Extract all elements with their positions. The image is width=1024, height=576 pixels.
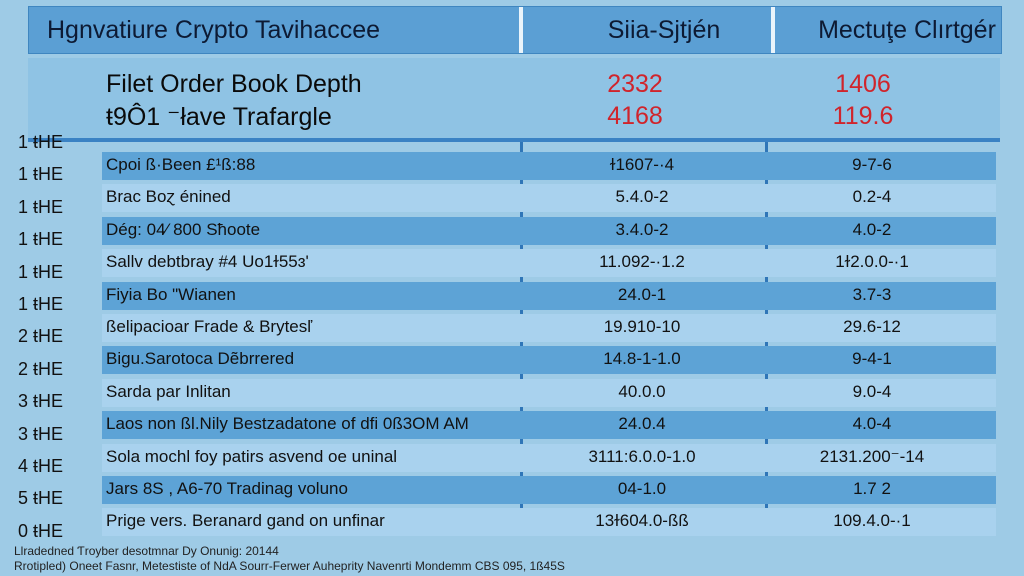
row-value-1: 5.4.0-2 (615, 187, 669, 207)
table-row[interactable]: Fiyia Bo "Wianen 24.0-1 3.7-3 (102, 281, 996, 310)
table-row[interactable]: Prige vers. Beranard gand on unfinar 13ɫ6… (102, 508, 996, 537)
summary-value: 119.6 (832, 102, 894, 130)
row-value-1: 11.092-·1.2 (599, 252, 685, 272)
column-header-1[interactable]: Siia-Sjtjén (607, 16, 721, 44)
summary-section: Filet Order Book Depth ŧ9Ô1 ⁻łave Trafar… (28, 58, 1000, 138)
row-value-1: 13ɫ604.0-ßß (595, 511, 689, 531)
table-row[interactable]: Jars 8S , A6-70 Tradinag voluno 04-1.0 1.7… (102, 476, 996, 504)
table-header: Hgnvatiure Crypto Tavihaccee Siia-Sjtjén… (28, 6, 1002, 54)
header-divider (771, 7, 775, 53)
row-value-1: 24.0.4 (618, 414, 666, 434)
header-divider (519, 7, 523, 53)
row-label: 0 ŧHE (18, 520, 64, 541)
row-label: 3 ŧHE (18, 423, 64, 444)
summary-line-1: Filet Order Book Depth (106, 70, 362, 98)
row-name: Sallv debtbray #4 Uo1ɫ55ɜ' (106, 252, 309, 272)
row-name: Laos non ßl.Nily Bestzadatone of dfi 0ß3… (106, 414, 469, 434)
row-value-2: 9-7-6 (852, 155, 892, 174)
table-row[interactable]: Brac Boɀ énined 5.4.0-2 0.2-4 (102, 184, 996, 213)
row-value-1: 3.4.0-2 (615, 219, 669, 239)
row-value-2: 0.2-4 (852, 187, 892, 207)
row-value-2: 29.6-12 (843, 317, 901, 336)
row-name: Sola mochl foy patirs asvend oe uninal (106, 446, 398, 466)
row-name: Bigu.Sarotoca Dẽbrrered (106, 349, 295, 369)
table-row[interactable]: Bigu.Sarotoca Dẽbrrered 14.8-1-1.0 9-4-1 (102, 346, 996, 375)
table-row[interactable]: Cpoi ß·Been £¹ß:88 ɫ1607-·4 9-7-6 (102, 152, 996, 180)
table-row[interactable]: Sarda par Inlitan 40.0.0 9.0-4 (102, 378, 996, 407)
row-value-2: 9.0-4 (852, 381, 892, 401)
row-value-2: 109.4.0-·1 (833, 511, 911, 531)
row-label: 1 ŧHE (18, 261, 64, 282)
row-value-2: 9-4-1 (852, 349, 892, 369)
footer-note: Llradedned Ƭroyber desotmnar Dy Onunig: … (14, 544, 279, 558)
row-value-2: 3.7-3 (852, 284, 892, 304)
row-value-2: 2131.200⁻-14 (819, 446, 925, 466)
row-name: Jars 8S , A6-70 Tradinag voluno (106, 479, 348, 498)
row-name: Cpoi ß·Been £¹ß:88 (106, 155, 256, 174)
row-value-1: ɫ1607-·4 (609, 155, 675, 174)
row-label: 5 ŧHE (18, 488, 64, 509)
row-label: 3 ŧHE (18, 391, 64, 412)
row-name: Prige vers. Beranard gand on unfinar (106, 511, 385, 531)
row-value-2: 1ɫ2.0.0-·1 (835, 252, 909, 272)
row-value-1: 3111:6.0.0-1.0 (588, 446, 696, 466)
row-label: 1 ŧHE (18, 164, 64, 185)
row-value-2: 4.0-4 (852, 414, 892, 434)
row-value-2: 4.0-2 (852, 219, 892, 239)
row-label: 1 ŧHE (18, 196, 64, 217)
table-row[interactable]: ßelipacioar Frade & Brytesľ 19.910-10 29.6… (102, 314, 996, 342)
footer-note: Rrotipled) Oneet Fasnr, Metestiste of Nd… (14, 559, 565, 573)
summary-value: 2332 (607, 70, 663, 98)
row-label: 2 ŧHE (18, 326, 64, 347)
row-name: Fiyia Bo "Wianen (106, 284, 236, 304)
section-divider (28, 138, 1000, 142)
row-name: Dég: 04⁄ 800 Sħoote (106, 219, 261, 239)
summary-line-2: ŧ9Ô1 ⁻łave Trafargle (106, 103, 332, 131)
row-label: 1 ŧHE (18, 132, 64, 152)
column-header-2[interactable]: Mectuţe Clırtgér (818, 16, 996, 44)
summary-value: 4168 (607, 102, 663, 130)
table-row[interactable]: Laos non ßl.Nily Bestzadatone of dfi 0ß3… (102, 411, 996, 440)
page-title: Hgnvatiure Crypto Tavihaccee (47, 16, 381, 44)
row-label: 4 ŧHE (18, 456, 64, 476)
table-row[interactable]: Sallv debtbray #4 Uo1ɫ55ɜ' 11.092-·1.2 1ɫ2… (102, 249, 996, 278)
row-value-1: 04-1.0 (617, 479, 667, 498)
row-name: ßelipacioar Frade & Brytesľ (106, 317, 313, 336)
row-value-1: 24.0-1 (617, 284, 667, 304)
summary-value: 1406 (835, 70, 891, 98)
table-row[interactable]: Dég: 04⁄ 800 Sħoote 3.4.0-2 4.0-2 (102, 216, 996, 245)
row-value-2: 1.7 2 (853, 479, 891, 498)
row-value-1: 19.910-10 (603, 317, 681, 336)
row-value-1: 40.0.0 (618, 381, 666, 401)
row-name: Brac Boɀ énined (106, 187, 231, 207)
table-row[interactable]: Sola mochl foy patirs asvend oe uninal 31… (102, 443, 996, 472)
row-name: Sarda par Inlitan (106, 381, 231, 401)
row-label: 1 ŧHE (18, 294, 64, 314)
row-label: 2 ŧHE (18, 358, 64, 379)
row-value-1: 14.8-1-1.0 (603, 349, 681, 369)
row-label: 1 ŧHE (18, 229, 64, 250)
